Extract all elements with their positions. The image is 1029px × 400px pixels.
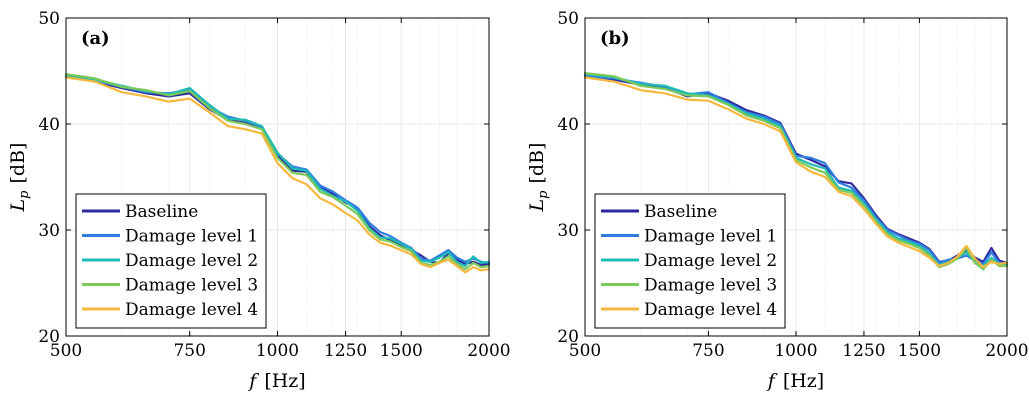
legend-label-baseline: Baseline (644, 202, 717, 222)
y-tick-label: 50 (38, 9, 60, 29)
panel-label: (a) (81, 28, 110, 49)
legend: Baseline Damage level 1 Damage level 2 Dama… (75, 193, 267, 329)
x-axis-label: f [Hz] (247, 370, 305, 392)
series-line-damage-level-2 (64, 74, 491, 268)
x-tick-label: 1250 (842, 341, 885, 361)
chart-panel-b: 500 750 1000 1250 1500 2000 20 30 40 50 (b) f [Hz] Lp… (526, 9, 1029, 392)
legend-label-damage-level-1: Damage level 1 (125, 227, 258, 247)
legend-label-damage-level-4: Damage level 4 (125, 300, 258, 320)
y-tick-label: 40 (38, 115, 60, 135)
x-axis-label: f [Hz] (766, 370, 824, 392)
y-tick-label: 50 (557, 9, 579, 29)
y-tick-label: 30 (557, 221, 579, 241)
legend-box (594, 193, 786, 329)
x-tick-label: 1250 (324, 341, 367, 361)
legend: Baseline Damage level 1 Damage level 2 Dama… (594, 193, 786, 329)
x-tick-label: 1000 (774, 341, 817, 361)
x-tick-label: 1000 (256, 341, 299, 361)
legend-label-damage-level-4: Damage level 4 (644, 300, 777, 320)
y-tick-label: 20 (38, 327, 60, 347)
legend-label-damage-level-2: Damage level 2 (125, 251, 258, 271)
series-line-damage-level-4 (64, 76, 491, 274)
x-tick-label: 500 (569, 341, 601, 361)
series-line-damage-level-4 (583, 76, 1009, 269)
panel-label: (b) (600, 28, 630, 49)
x-axis-unit: [Hz] (783, 370, 824, 392)
x-axis-unit: [Hz] (264, 370, 305, 392)
x-axis-variable: f (247, 370, 259, 392)
y-axis-variable: L (526, 199, 548, 213)
legend-label-damage-level-3: Damage level 3 (125, 276, 258, 296)
x-tick-label: 2000 (985, 341, 1028, 361)
legend-label-damage-level-1: Damage level 1 (644, 227, 777, 247)
y-axis-label: Lp [dB] (526, 143, 551, 213)
x-tick-label: 500 (50, 341, 82, 361)
legend-label-damage-level-2: Damage level 2 (644, 251, 777, 271)
y-tick-label: 20 (557, 327, 579, 347)
chart-panel-a: 500 750 1000 1250 1500 2000 20 30 40 50 (a) f [Hz] Lp… (7, 9, 511, 392)
y-axis-subscript: p (17, 190, 32, 199)
series-line-damage-level-3 (64, 73, 491, 271)
x-axis-variable: f (766, 370, 778, 392)
series-line-damage-level-1 (583, 75, 1009, 265)
y-axis-variable: L (7, 199, 29, 213)
y-axis-unit: [dB] (7, 143, 29, 184)
legend-label-damage-level-3: Damage level 3 (644, 276, 777, 296)
y-axis-subscript: p (536, 190, 551, 199)
legend-label-baseline: Baseline (125, 202, 198, 222)
y-tick-label: 30 (38, 221, 60, 241)
x-tick-label: 2000 (467, 341, 510, 361)
x-tick-label: 750 (692, 341, 724, 361)
y-axis-label: Lp [dB] (7, 143, 32, 213)
x-tick-label: 1500 (898, 341, 941, 361)
y-axis-unit: [dB] (526, 143, 548, 184)
x-tick-label: 1500 (380, 341, 423, 361)
x-tick-label: 750 (173, 341, 205, 361)
series-line-damage-level-3 (583, 72, 1009, 271)
y-tick-label: 40 (557, 115, 579, 135)
